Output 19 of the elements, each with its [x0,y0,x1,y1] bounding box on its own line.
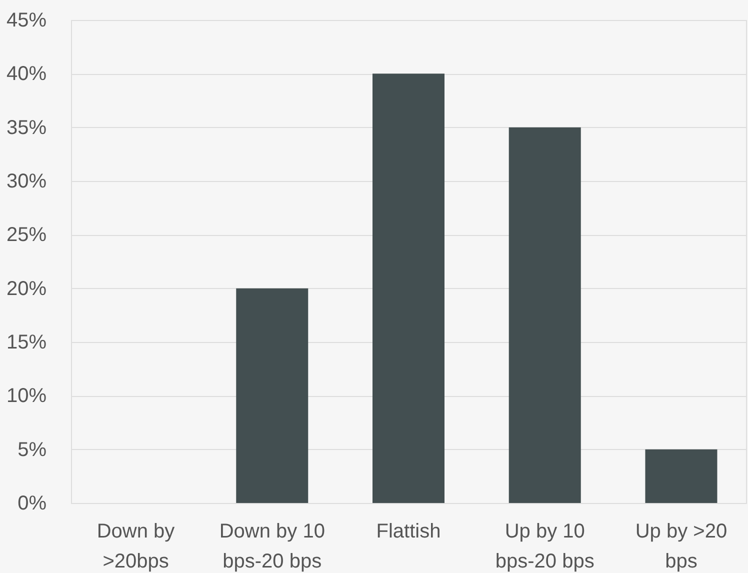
y-tick-label: 30% [6,170,47,192]
bar [372,74,444,503]
bar [236,288,308,503]
x-tick-label: Up by 10 bps-20 bps [495,520,594,572]
y-tick-label: 0% [18,492,47,514]
y-tick-label: 45% [6,10,47,32]
x-tick-label: Flattish [376,520,441,542]
y-tick-label: 40% [6,63,47,86]
y-tick-label: 35% [6,116,47,139]
bar [645,449,718,503]
y-tick-label: 5% [18,438,47,461]
x-tick-label: Down by 10 bps-20 bps [219,520,325,572]
y-tick-label: 25% [6,224,47,246]
y-tick-label: 15% [6,332,47,354]
y-tick-label: 20% [6,278,47,300]
x-tick-label: Down by >20bps [96,520,175,572]
y-tick-label: 10% [6,385,47,408]
x-tick-label: Up by >20 bps [635,520,728,572]
bar [508,127,581,503]
